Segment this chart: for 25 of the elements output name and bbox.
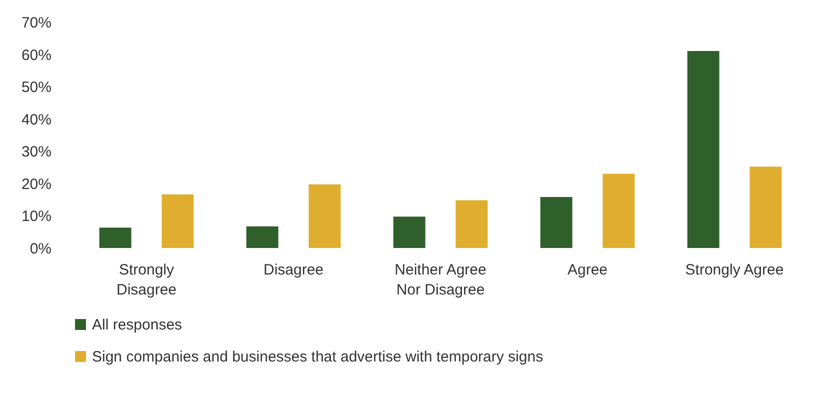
x-tick-label: Agree (567, 262, 608, 278)
bar (393, 216, 426, 248)
bar (246, 226, 278, 248)
bar (602, 174, 635, 248)
y-tick-label: 40% (21, 111, 52, 128)
bar (308, 184, 341, 248)
y-tick-label: 30% (21, 144, 52, 161)
bar (456, 200, 488, 248)
y-tick-label: 10% (21, 208, 52, 226)
y-tick-label: 20% (21, 176, 52, 193)
x-tick-label: Disagree (263, 262, 324, 278)
legend-label: All responses (92, 316, 182, 334)
x-tick-label: Neither Agree Nor Disagree (394, 262, 486, 298)
bar (687, 51, 720, 248)
x-tick-label: Strongly Disagree (116, 262, 177, 298)
bar (540, 196, 572, 248)
y-tick-label: 0% (30, 240, 52, 258)
legend-label: Sign companies and businesses that advertise with temporary signs (92, 348, 544, 366)
bar (162, 194, 194, 248)
y-tick-label: 50% (21, 79, 52, 96)
x-tick-label: Strongly Agree (685, 262, 784, 278)
bar (99, 228, 132, 248)
y-tick-label: 60% (21, 46, 52, 64)
bar (750, 166, 782, 248)
y-tick-label: 70% (21, 14, 52, 32)
